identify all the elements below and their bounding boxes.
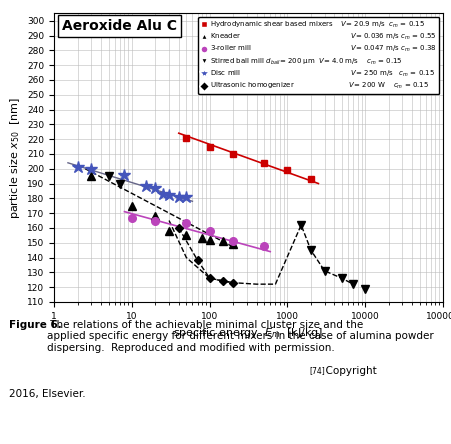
Text: The relations of the achievable minimal cluster size and the
applied specific en: The relations of the achievable minimal …: [47, 320, 433, 353]
Text: Aeroxide Alu C: Aeroxide Alu C: [62, 19, 177, 33]
Text: Copyright: Copyright: [318, 366, 376, 376]
X-axis label: specific energy  $\mathit{E}_m$  [kJ/kg]: specific energy $\mathit{E}_m$ [kJ/kg]: [173, 326, 323, 340]
Text: Figure 6.: Figure 6.: [9, 320, 62, 330]
Y-axis label: particle size $x_{50}$  [nm]: particle size $x_{50}$ [nm]: [8, 96, 22, 219]
Legend: Hydrodynamic shear based mixers    $V$= 20.9 m/s  $c_m$ = 0.15, Kneader         : Hydrodynamic shear based mixers $V$= 20.…: [198, 17, 438, 94]
Text: [74]: [74]: [309, 366, 325, 375]
Text: 2016, Elsevier.: 2016, Elsevier.: [9, 389, 86, 399]
